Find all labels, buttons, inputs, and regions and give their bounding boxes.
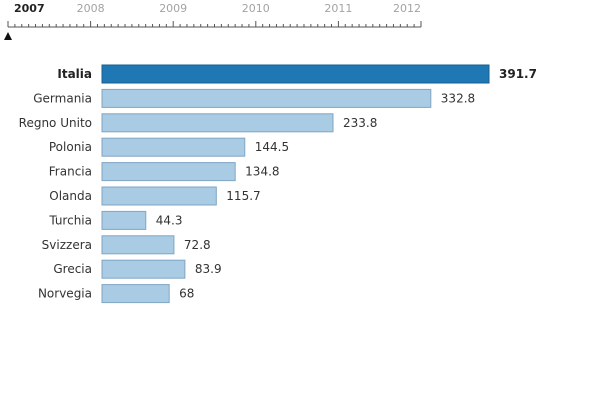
bar-olanda: [101, 186, 217, 206]
timeline-handle[interactable]: [4, 32, 12, 40]
timeline-year-2008[interactable]: 2008: [77, 2, 105, 15]
category-label-regno-unito: Regno Unito: [19, 116, 92, 130]
bar-turchia: [101, 210, 147, 230]
timeline-year-2009[interactable]: 2009: [159, 2, 187, 15]
bar-grecia: [101, 259, 186, 279]
value-label-francia: 134.8: [245, 165, 279, 179]
value-label-germania: 332.8: [441, 91, 475, 105]
value-label-olanda: 115.7: [226, 189, 260, 203]
category-label-francia: Francia: [49, 165, 92, 179]
category-label-turchia: Turchia: [48, 213, 92, 227]
value-label-grecia: 83.9: [195, 262, 222, 276]
value-label-regno-unito: 233.8: [343, 116, 377, 130]
category-label-italia: Italia: [57, 67, 92, 81]
bar-francia: [101, 162, 236, 182]
timeline-year-2011[interactable]: 2011: [324, 2, 352, 15]
category-label-svizzera: Svizzera: [42, 238, 92, 252]
bar-germania: [101, 88, 432, 108]
bar-norvegia: [101, 284, 170, 304]
year-timeline[interactable]: 2007 2008 2009 2010 2011 2012: [4, 2, 422, 40]
timeline-year-2007[interactable]: 2007: [14, 2, 45, 15]
timeline-year-2010[interactable]: 2010: [242, 2, 270, 15]
category-label-norvegia: Norvegia: [38, 287, 92, 301]
category-label-germania: Germania: [33, 91, 92, 105]
category-label-polonia: Polonia: [49, 140, 92, 154]
value-label-italia: 391.7: [499, 67, 537, 81]
timeline-year-2012[interactable]: 2012: [393, 2, 421, 15]
value-label-svizzera: 72.8: [184, 238, 211, 252]
bar-svizzera: [101, 235, 175, 255]
bar-polonia: [101, 137, 246, 157]
bar-chart: Italia 391.7 Germania 332.8 Regno Unito 233.8…: [19, 64, 537, 304]
value-label-polonia: 144.5: [255, 140, 289, 154]
value-label-turchia: 44.3: [156, 213, 183, 227]
bar-regno-unito: [101, 113, 334, 133]
category-label-olanda: Olanda: [49, 189, 92, 203]
category-label-grecia: Grecia: [53, 262, 92, 276]
bar-italia: [101, 64, 490, 84]
value-label-norvegia: 68: [179, 287, 194, 301]
